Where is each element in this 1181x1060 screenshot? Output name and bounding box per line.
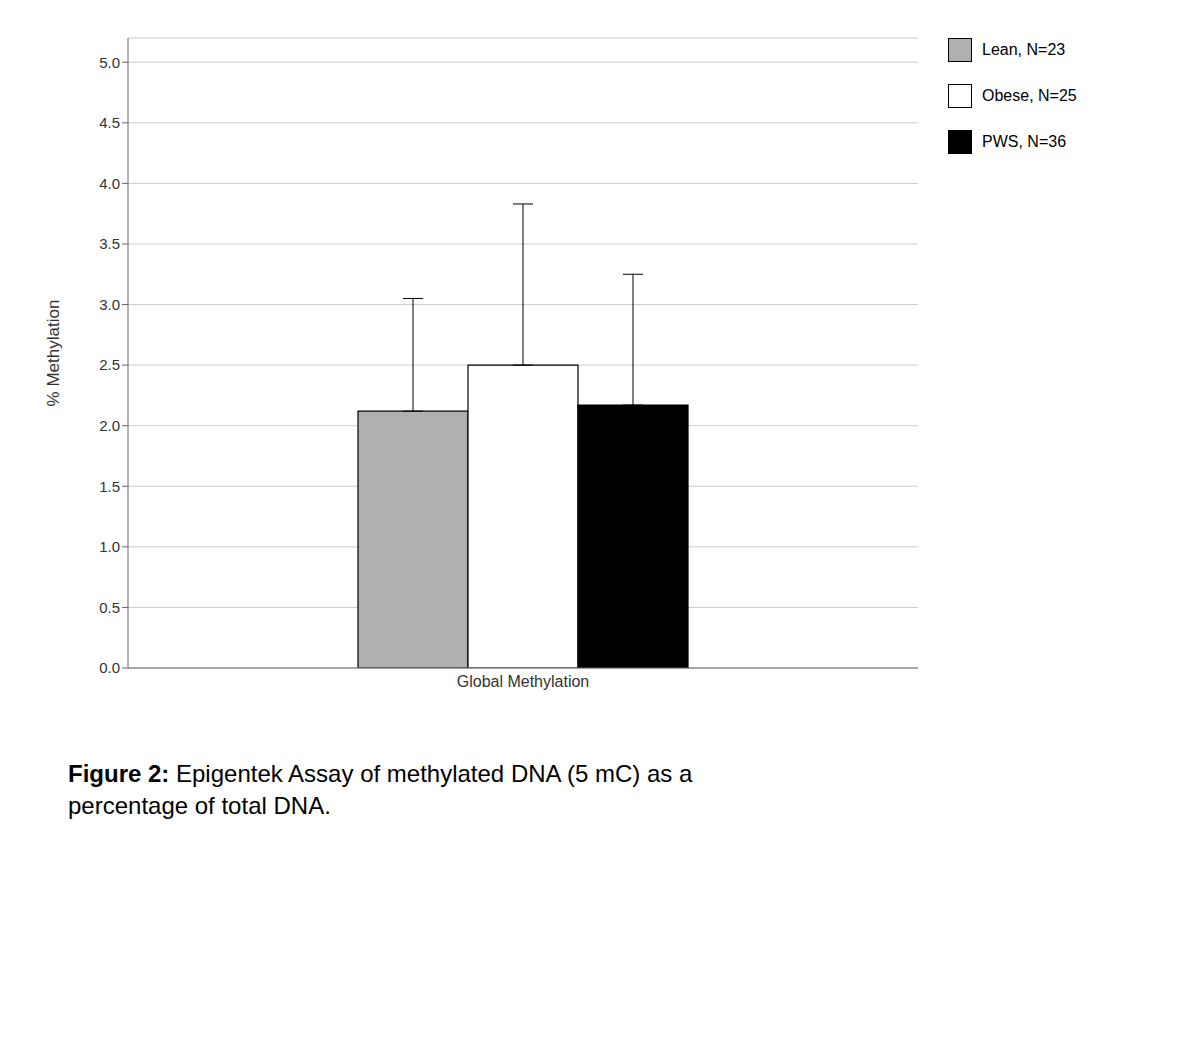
svg-text:2.5: 2.5 [99, 356, 120, 373]
svg-text:4.0: 4.0 [99, 175, 120, 192]
svg-text:3.0: 3.0 [99, 296, 120, 313]
svg-text:0.0: 0.0 [99, 659, 120, 676]
html-text:Figure 2: Epigentek Assay of m: Figure 2: Epigentek Assay of methylated … [68, 760, 693, 787]
svg-text:% Methylation: % Methylation [44, 300, 63, 407]
svg-text:0.5: 0.5 [99, 599, 120, 616]
svg-text:3.5: 3.5 [99, 235, 120, 252]
svg-text:5.0: 5.0 [99, 54, 120, 71]
svg-text:2.0: 2.0 [99, 417, 120, 434]
html-text:Obese, N=25: Obese, N=25 [982, 87, 1077, 104]
html-text:percentage of total DNA.: percentage of total DNA. [68, 792, 331, 820]
svg-text:1.5: 1.5 [99, 478, 120, 495]
svg-text:1.0: 1.0 [99, 538, 120, 555]
html-text:PWS, N=36: PWS, N=36 [982, 133, 1066, 150]
html-text:Lean, N=23: Lean, N=23 [982, 41, 1066, 58]
svg-text:4.5: 4.5 [99, 114, 120, 131]
svg-text:Global Methylation: Global Methylation [457, 673, 590, 690]
